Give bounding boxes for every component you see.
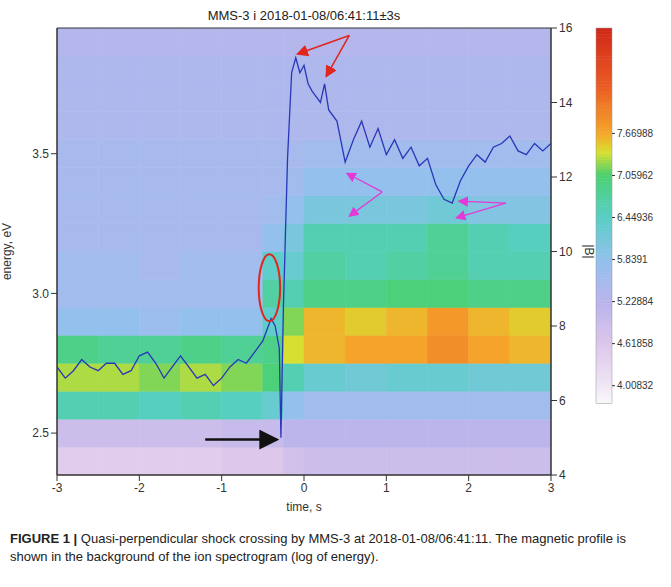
svg-text:6: 6	[559, 394, 566, 408]
svg-text:16: 16	[559, 21, 573, 35]
svg-text:3: 3	[548, 481, 555, 495]
svg-text:4: 4	[559, 468, 566, 482]
svg-text:|B|: |B|	[582, 244, 596, 258]
svg-text:1: 1	[383, 481, 390, 495]
svg-text:14: 14	[559, 96, 573, 110]
svg-text:3.0: 3.0	[32, 287, 49, 301]
svg-text:-1: -1	[216, 481, 227, 495]
svg-text:2.5: 2.5	[32, 426, 49, 440]
html-text:MMS-3 i 2018-01-08/06:41:11±3s: MMS-3 i 2018-01-08/06:41:11±3s	[207, 8, 401, 23]
svg-text:8: 8	[559, 319, 566, 333]
svg-text:2: 2	[465, 481, 472, 495]
svg-text:0: 0	[301, 481, 308, 495]
svg-text:10: 10	[559, 245, 573, 259]
svg-text:3.5: 3.5	[32, 147, 49, 161]
svg-text:12: 12	[559, 170, 573, 184]
svg-text:-3: -3	[52, 481, 63, 495]
svg-text:energy, eV: energy, eV	[0, 223, 14, 280]
svg-text:4.61858: 4.61858	[617, 338, 654, 349]
svg-text:4.00832: 4.00832	[617, 380, 654, 391]
html-text:FIGURE 1 | Quasi-perpendicular: FIGURE 1 | Quasi-perpendicular shock cro…	[10, 531, 626, 564]
svg-text:7.05962: 7.05962	[617, 170, 654, 181]
svg-text:5.22884: 5.22884	[617, 296, 654, 307]
svg-text:-2: -2	[134, 481, 145, 495]
svg-text:time, s: time, s	[286, 500, 321, 514]
svg-text:5.8391: 5.8391	[617, 254, 648, 265]
svg-text:7.66988: 7.66988	[617, 128, 654, 139]
svg-text:6.44936: 6.44936	[617, 212, 654, 223]
